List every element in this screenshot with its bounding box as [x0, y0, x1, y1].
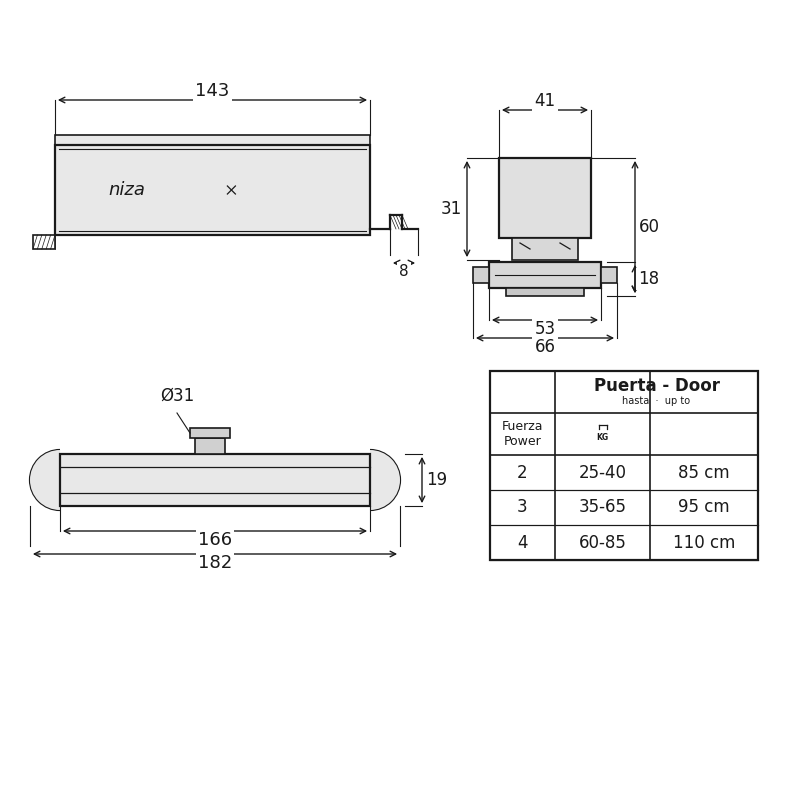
Text: 3: 3	[517, 498, 528, 517]
Circle shape	[556, 237, 574, 255]
Polygon shape	[692, 421, 706, 447]
Polygon shape	[692, 417, 712, 421]
Text: 4: 4	[518, 534, 528, 551]
Circle shape	[223, 182, 239, 198]
Circle shape	[77, 459, 87, 469]
Text: 35-65: 35-65	[578, 498, 626, 517]
Text: 143: 143	[195, 82, 230, 100]
Bar	[55, 145, 370, 235]
Circle shape	[516, 237, 534, 255]
Text: 66: 66	[534, 338, 555, 356]
Circle shape	[72, 454, 92, 474]
Circle shape	[343, 459, 353, 469]
Text: 60-85: 60-85	[578, 534, 626, 551]
Text: niza: niza	[109, 181, 146, 199]
Bar	[601, 267, 617, 283]
Bar	[195, 438, 225, 454]
Text: 60: 60	[638, 218, 659, 236]
Text: 41: 41	[534, 92, 555, 110]
Bar	[499, 158, 591, 238]
Text: 85 cm: 85 cm	[678, 463, 730, 482]
Bar	[506, 288, 584, 296]
Bar	[473, 267, 489, 283]
Bar	[55, 135, 370, 145]
Text: Fuerza
Power: Fuerza Power	[502, 420, 543, 448]
Text: 31: 31	[440, 200, 462, 218]
Text: 25-40: 25-40	[578, 463, 626, 482]
Circle shape	[594, 429, 611, 447]
Text: 19: 19	[426, 471, 447, 489]
Text: Ø31: Ø31	[160, 387, 194, 405]
Polygon shape	[706, 417, 712, 447]
Circle shape	[72, 486, 92, 506]
Circle shape	[216, 175, 246, 205]
Text: hasta  ·  up to: hasta · up to	[622, 396, 690, 406]
Text: 166: 166	[198, 531, 232, 549]
Text: 182: 182	[198, 554, 232, 572]
Bar	[190, 428, 230, 438]
Bar	[60, 454, 370, 506]
Text: 110 cm: 110 cm	[673, 534, 735, 551]
Circle shape	[207, 166, 255, 214]
Text: 95 cm: 95 cm	[678, 498, 730, 517]
Bar	[512, 238, 578, 260]
Circle shape	[77, 491, 87, 501]
Bar	[490, 371, 758, 560]
Wedge shape	[370, 450, 400, 510]
Text: 18: 18	[638, 270, 659, 288]
Circle shape	[338, 454, 358, 474]
Circle shape	[513, 162, 577, 226]
Text: 53: 53	[534, 320, 555, 338]
Text: KG: KG	[597, 434, 609, 442]
Wedge shape	[30, 450, 60, 510]
Text: 2: 2	[517, 463, 528, 482]
Text: Puerta - Door: Puerta - Door	[594, 377, 719, 394]
Bar	[33, 235, 55, 249]
Text: 8: 8	[399, 265, 409, 279]
Bar	[489, 262, 601, 288]
Circle shape	[338, 486, 358, 506]
Circle shape	[343, 491, 353, 501]
Polygon shape	[526, 171, 564, 215]
